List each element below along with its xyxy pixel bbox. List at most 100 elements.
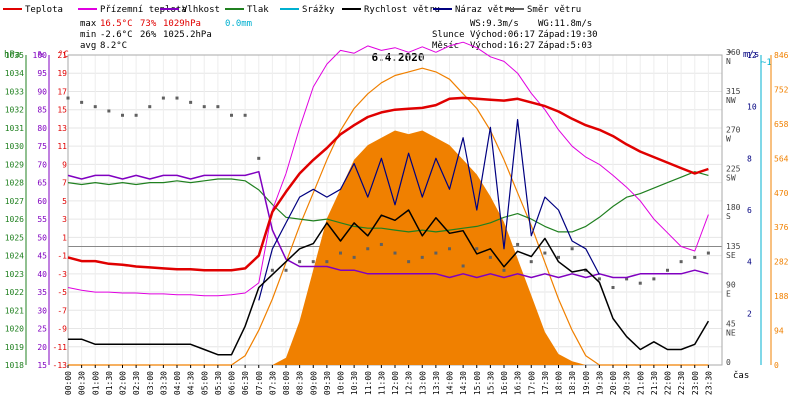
legend-label: Přízemní teplota xyxy=(100,5,187,15)
x-tick-label: 18:00 xyxy=(555,371,564,395)
x-tick-label: 04:00 xyxy=(173,371,182,395)
dir-tick-value: 0 xyxy=(726,358,731,367)
dir-tick-label: NE xyxy=(726,328,736,337)
wind-direction-point xyxy=(107,109,111,113)
x-tick-label: 18:30 xyxy=(568,371,577,395)
dir-tick-value: 90 xyxy=(726,281,736,290)
y-tick-label: 7 xyxy=(62,179,67,188)
y-tick-label: 13 xyxy=(57,124,67,133)
wind-direction-point xyxy=(570,247,574,251)
x-tick-label: 08:00 xyxy=(282,371,291,395)
solar-tick-label: 188 xyxy=(774,292,789,301)
wind-direction-point xyxy=(257,156,261,160)
x-tick-label: 23:00 xyxy=(691,371,700,395)
info-moon-rise: Východ:16:27 xyxy=(470,41,535,51)
pressure-line xyxy=(67,171,709,233)
x-tick-label: 14:30 xyxy=(459,371,468,395)
wind-direction-point xyxy=(311,260,315,264)
y-tick-label: 15 xyxy=(57,106,67,115)
x-tick-label: 19:00 xyxy=(582,371,591,395)
y-tick-label: -5 xyxy=(57,288,67,297)
wind-direction-point xyxy=(502,268,506,272)
wind-direction-point xyxy=(393,251,397,255)
y-tick-label: 20 xyxy=(37,343,47,352)
y-tick-label: 70 xyxy=(37,160,47,169)
legend-item-temperature: Teplota xyxy=(3,5,63,15)
solar-tick-label: 94 xyxy=(774,327,784,336)
wind-direction-point xyxy=(679,260,683,264)
wind-direction-point xyxy=(611,286,615,289)
unit-pct: % xyxy=(38,50,44,60)
solar-tick-label: 0 xyxy=(774,361,779,370)
y-tick-label: 30 xyxy=(37,306,47,315)
y-tick-label: 75 xyxy=(37,142,47,151)
x-tick-label: 06:30 xyxy=(241,371,250,395)
info-sun-set: Západ:19:30 xyxy=(538,30,598,40)
wind-direction-point xyxy=(557,255,560,259)
x-tick-label: 23:30 xyxy=(704,371,713,395)
wind-direction-point xyxy=(230,113,233,117)
wind-gust-line xyxy=(258,119,600,301)
stat-min-hum: 26% xyxy=(140,30,157,40)
x-tick-label: 08:30 xyxy=(296,371,305,395)
x-tick-label: 05:30 xyxy=(214,371,223,395)
stat-max-rain: 0.0mm xyxy=(225,19,252,29)
y-tick-label: 1020 xyxy=(5,325,24,334)
dir-tick-label: E xyxy=(726,290,731,299)
dir-tick-value: 270 xyxy=(726,126,741,135)
solar-radiation-area xyxy=(68,130,709,365)
x-tick-label: 09:30 xyxy=(323,371,332,395)
dir-tick-label: N xyxy=(726,57,731,66)
wind-direction-point xyxy=(461,264,465,268)
dir-tick-label: W xyxy=(726,135,731,144)
y-tick-label: 1034 xyxy=(5,69,24,78)
humidity-line xyxy=(67,170,709,279)
solar-tick-label: 376 xyxy=(774,223,789,232)
ms-tick-label: 12 xyxy=(747,51,757,60)
y-tick-label: 65 xyxy=(37,179,47,188)
ms-tick-label: 4 xyxy=(747,258,752,267)
y-tick-label: 5 xyxy=(62,197,67,206)
dir-tick-value: 225 xyxy=(726,164,741,173)
wind-direction-point xyxy=(325,260,329,264)
x-tick-label: 06:00 xyxy=(228,371,237,395)
legend-label: Srážky xyxy=(302,5,335,15)
theoretical-solar-line xyxy=(68,67,709,366)
ms-tick-label: 8 xyxy=(747,154,752,163)
dir-tick-value: 135 xyxy=(726,242,741,251)
stat-min-press: 1025.2hPa xyxy=(163,30,212,40)
y-tick-label: -7 xyxy=(57,306,67,315)
legend-item-wind-speed: Rychlost větru xyxy=(342,5,440,15)
y-tick-label: 100 xyxy=(33,51,48,60)
y-tick-label: 60 xyxy=(37,197,47,206)
x-axis-label: čas xyxy=(733,370,749,381)
legend-label: Tlak xyxy=(247,5,269,15)
wind-direction-point xyxy=(243,113,247,117)
x-tick-label: 04:30 xyxy=(187,371,196,395)
wind-direction-point xyxy=(352,255,356,259)
dir-tick-value: 315 xyxy=(726,87,741,96)
legend: Teplota Přízemní teplota Vlhkost Tlak Sr… xyxy=(3,5,581,15)
y-tick-label: 1018 xyxy=(5,361,24,370)
dir-tick-value: 45 xyxy=(726,319,736,328)
solar-tick-label: 470 xyxy=(774,189,789,198)
legend-item-wind-direction: Směr větru xyxy=(505,5,581,15)
y-tick-label: 90 xyxy=(37,87,47,96)
y-tick-label: 95 xyxy=(37,69,47,78)
x-tick-label: 12:30 xyxy=(405,371,414,395)
x-tick-label: 16:00 xyxy=(500,371,509,395)
x-tick-label: 22:30 xyxy=(677,371,686,395)
y-tick-label: 19 xyxy=(57,69,67,78)
solar-tick-label: 752 xyxy=(774,85,789,94)
ground-temperature-line xyxy=(67,41,709,297)
legend-label: Směr větru xyxy=(527,5,581,15)
legend-item-pressure: Tlak xyxy=(225,5,269,15)
y-tick-label: 1031 xyxy=(5,124,24,133)
wind-direction-point xyxy=(93,105,97,109)
solar-tick-label: 282 xyxy=(774,258,789,267)
wind-direction-point xyxy=(134,113,138,117)
y-tick-label: 1025 xyxy=(5,233,24,242)
info-block: WS:9.3m/s WG:11.8m/s Slunce Východ:06:17… xyxy=(432,19,598,51)
x-tick-label: 02:00 xyxy=(119,371,128,395)
y-tick-label: 1030 xyxy=(5,142,24,151)
